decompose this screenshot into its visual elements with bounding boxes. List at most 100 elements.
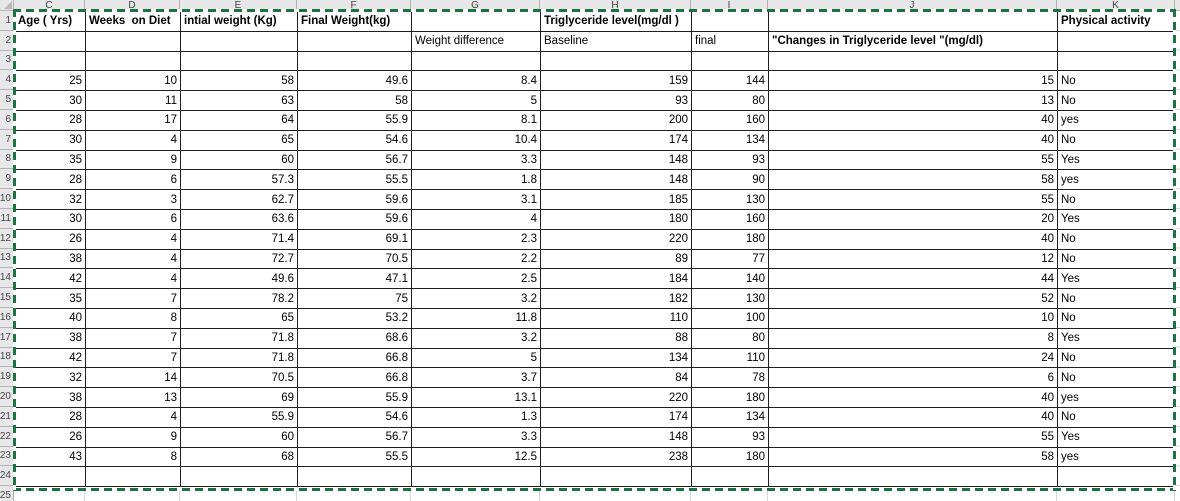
cell-F17[interactable]: 68.6 <box>298 328 412 349</box>
cell-F16[interactable]: 53.2 <box>298 308 412 329</box>
cell-D13[interactable]: 4 <box>86 249 181 270</box>
cell-G21[interactable]: 1.3 <box>412 407 541 428</box>
row-header-15[interactable]: 15 <box>0 288 13 308</box>
cell-I18[interactable]: 110 <box>692 348 769 369</box>
cell-G6[interactable]: 8.1 <box>412 110 541 131</box>
cell-G8[interactable]: 3.3 <box>412 150 541 171</box>
cell-D4[interactable]: 10 <box>86 71 181 92</box>
cell-H3[interactable] <box>541 51 692 72</box>
row-header-12[interactable]: 12 <box>0 229 13 249</box>
cell-C7[interactable]: 30 <box>15 130 86 151</box>
cell-D11[interactable]: 6 <box>86 209 181 230</box>
cell-I6[interactable]: 160 <box>692 110 769 131</box>
cell-D1[interactable]: Weeks on Diet <box>86 12 181 32</box>
cell-E24[interactable] <box>181 467 298 488</box>
cell-F1[interactable]: Final Weight(kg) <box>298 12 412 32</box>
cell-E21[interactable]: 55.9 <box>181 407 298 428</box>
cell-I9[interactable]: 90 <box>692 170 769 191</box>
cell-J2[interactable]: "Changes in Triglyceride level "(mg/dl) <box>769 31 1058 52</box>
row-header-9[interactable]: 9 <box>0 169 13 190</box>
cell-F3[interactable] <box>298 51 412 72</box>
cell-K18[interactable]: No <box>1058 348 1176 369</box>
cell-C12[interactable]: 26 <box>15 229 86 250</box>
row-header-1[interactable]: 1 <box>0 11 13 31</box>
cell-H17[interactable]: 88 <box>541 328 692 349</box>
cell-J14[interactable]: 44 <box>769 269 1058 290</box>
cell-E8[interactable]: 60 <box>181 150 298 171</box>
cell-G11[interactable]: 4 <box>412 209 541 230</box>
cell-J18[interactable]: 24 <box>769 348 1058 369</box>
cell-D14[interactable]: 4 <box>86 269 181 290</box>
cell-I12[interactable]: 180 <box>692 229 769 250</box>
cell-F4[interactable]: 49.6 <box>298 71 412 92</box>
row-header-24[interactable]: 24 <box>0 466 13 487</box>
cell-H9[interactable]: 148 <box>541 170 692 191</box>
cell-E3[interactable] <box>181 51 298 72</box>
cell-H4[interactable]: 159 <box>541 71 692 92</box>
cell-H23[interactable]: 238 <box>541 447 692 468</box>
cell-K4[interactable]: No <box>1058 71 1176 92</box>
cell-I20[interactable]: 180 <box>692 388 769 408</box>
cell-C23[interactable]: 43 <box>15 447 86 468</box>
cell-C21[interactable]: 28 <box>15 407 86 428</box>
cell-C14[interactable]: 42 <box>15 269 86 290</box>
cell-D22[interactable]: 9 <box>86 427 181 448</box>
cell-F14[interactable]: 47.1 <box>298 269 412 290</box>
cell-G15[interactable]: 3.2 <box>412 289 541 309</box>
column-header-D[interactable]: D <box>85 0 180 10</box>
cell-K7[interactable]: No <box>1058 130 1176 151</box>
cell-K19[interactable]: No <box>1058 368 1176 389</box>
cell-D15[interactable]: 7 <box>86 289 181 309</box>
cell-I14[interactable]: 140 <box>692 269 769 290</box>
cell-H18[interactable]: 134 <box>541 348 692 369</box>
cell-I11[interactable]: 160 <box>692 209 769 230</box>
cell-H13[interactable]: 89 <box>541 249 692 270</box>
cell-G20[interactable]: 13.1 <box>412 388 541 408</box>
cell-F13[interactable]: 70.5 <box>298 249 412 270</box>
row-header-19[interactable]: 19 <box>0 367 13 388</box>
cell-K6[interactable]: yes <box>1058 110 1176 131</box>
cell-F12[interactable]: 69.1 <box>298 229 412 250</box>
cell-F24[interactable] <box>298 467 412 488</box>
cell-H20[interactable]: 220 <box>541 388 692 408</box>
row-header-25[interactable]: 25 <box>0 486 13 501</box>
cell-C13[interactable]: 38 <box>15 249 86 270</box>
cell-J15[interactable]: 52 <box>769 289 1058 309</box>
column-header-G[interactable]: G <box>411 0 540 10</box>
cell-K2[interactable] <box>1058 31 1176 52</box>
cell-I17[interactable]: 80 <box>692 328 769 349</box>
cell-D2[interactable] <box>86 31 181 52</box>
cell-K13[interactable]: No <box>1058 249 1176 270</box>
cell-F8[interactable]: 56.7 <box>298 150 412 171</box>
cell-I15[interactable]: 130 <box>692 289 769 309</box>
row-header-18[interactable]: 18 <box>0 348 13 368</box>
cell-E18[interactable]: 71.8 <box>181 348 298 369</box>
cell-F21[interactable]: 54.6 <box>298 407 412 428</box>
cell-D9[interactable]: 6 <box>86 170 181 191</box>
cell-K3[interactable] <box>1058 51 1176 72</box>
cell-C1[interactable]: Age ( Yrs) <box>15 12 86 32</box>
cell-C16[interactable]: 40 <box>15 308 86 329</box>
cell-H12[interactable]: 220 <box>541 229 692 250</box>
cell-E23[interactable]: 68 <box>181 447 298 468</box>
cell-G13[interactable]: 2.2 <box>412 249 541 270</box>
cell-H16[interactable]: 110 <box>541 308 692 329</box>
cell-F20[interactable]: 55.9 <box>298 388 412 408</box>
cell-H15[interactable]: 182 <box>541 289 692 309</box>
column-header-H[interactable]: H <box>540 0 691 10</box>
cell-G5[interactable]: 5 <box>412 91 541 111</box>
cell-F15[interactable]: 75 <box>298 289 412 309</box>
cell-K16[interactable]: No <box>1058 308 1176 329</box>
cell-I2[interactable]: final <box>692 31 769 52</box>
cell-J13[interactable]: 12 <box>769 249 1058 270</box>
cell-G18[interactable]: 5 <box>412 348 541 369</box>
cell-J7[interactable]: 40 <box>769 130 1058 151</box>
cell-E10[interactable]: 62.7 <box>181 190 298 210</box>
cell-I23[interactable]: 180 <box>692 447 769 468</box>
cell-J12[interactable]: 40 <box>769 229 1058 250</box>
row-header-16[interactable]: 16 <box>0 308 13 328</box>
cell-G3[interactable] <box>412 51 541 72</box>
cell-H24[interactable] <box>541 467 692 488</box>
cell-J4[interactable]: 15 <box>769 71 1058 92</box>
cell-D3[interactable] <box>86 51 181 72</box>
